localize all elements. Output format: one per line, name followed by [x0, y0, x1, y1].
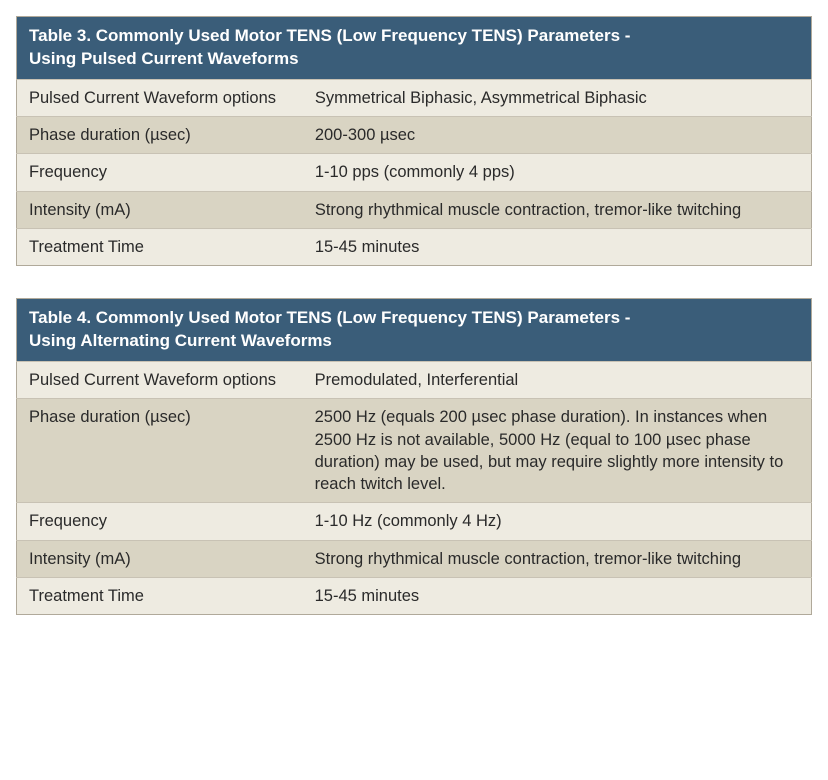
table-4-title: Table 4. Commonly Used Motor TENS (Low F… — [17, 299, 812, 362]
value-cell: 1-10 Hz (commonly 4 Hz) — [303, 503, 812, 540]
table-row: Intensity (mA) Strong rhythmical muscle … — [17, 191, 812, 228]
param-cell: Phase duration (µsec) — [17, 399, 303, 503]
table-3-title-line2: Using Pulsed Current Waveforms — [29, 49, 299, 68]
table-4-title-line1: Table 4. Commonly Used Motor TENS (Low F… — [29, 308, 630, 327]
value-cell: 15-45 minutes — [303, 228, 812, 265]
table-4-header-row: Table 4. Commonly Used Motor TENS (Low F… — [17, 299, 812, 362]
table-row: Treatment Time 15-45 minutes — [17, 577, 812, 614]
param-cell: Pulsed Current Waveform options — [17, 79, 303, 116]
value-cell: 15-45 minutes — [303, 577, 812, 614]
table-row: Treatment Time 15-45 minutes — [17, 228, 812, 265]
value-cell: Strong rhythmical muscle contraction, tr… — [303, 540, 812, 577]
value-cell: 2500 Hz (equals 200 µsec phase duration)… — [303, 399, 812, 503]
table-row: Frequency 1-10 Hz (commonly 4 Hz) — [17, 503, 812, 540]
value-cell: Strong rhythmical muscle contraction, tr… — [303, 191, 812, 228]
table-row: Frequency 1-10 pps (commonly 4 pps) — [17, 154, 812, 191]
table-4-title-line2: Using Alternating Current Waveforms — [29, 331, 332, 350]
param-cell: Phase duration (µsec) — [17, 117, 303, 154]
value-cell: 1-10 pps (commonly 4 pps) — [303, 154, 812, 191]
table-row: Pulsed Current Waveform options Premodul… — [17, 362, 812, 399]
param-cell: Treatment Time — [17, 577, 303, 614]
param-cell: Intensity (mA) — [17, 191, 303, 228]
param-cell: Treatment Time — [17, 228, 303, 265]
table-3-title-line1: Table 3. Commonly Used Motor TENS (Low F… — [29, 26, 630, 45]
table-3: Table 3. Commonly Used Motor TENS (Low F… — [16, 16, 812, 266]
table-4: Table 4. Commonly Used Motor TENS (Low F… — [16, 298, 812, 615]
table-row: Phase duration (µsec) 2500 Hz (equals 20… — [17, 399, 812, 503]
param-cell: Intensity (mA) — [17, 540, 303, 577]
value-cell: 200-300 µsec — [303, 117, 812, 154]
table-3-header-row: Table 3. Commonly Used Motor TENS (Low F… — [17, 17, 812, 80]
table-3-title: Table 3. Commonly Used Motor TENS (Low F… — [17, 17, 812, 80]
param-cell: Frequency — [17, 503, 303, 540]
param-cell: Frequency — [17, 154, 303, 191]
table-row: Phase duration (µsec) 200-300 µsec — [17, 117, 812, 154]
param-cell: Pulsed Current Waveform options — [17, 362, 303, 399]
value-cell: Symmetrical Biphasic, Asymmetrical Bipha… — [303, 79, 812, 116]
table-row: Pulsed Current Waveform options Symmetri… — [17, 79, 812, 116]
table-row: Intensity (mA) Strong rhythmical muscle … — [17, 540, 812, 577]
value-cell: Premodulated, Interferential — [303, 362, 812, 399]
